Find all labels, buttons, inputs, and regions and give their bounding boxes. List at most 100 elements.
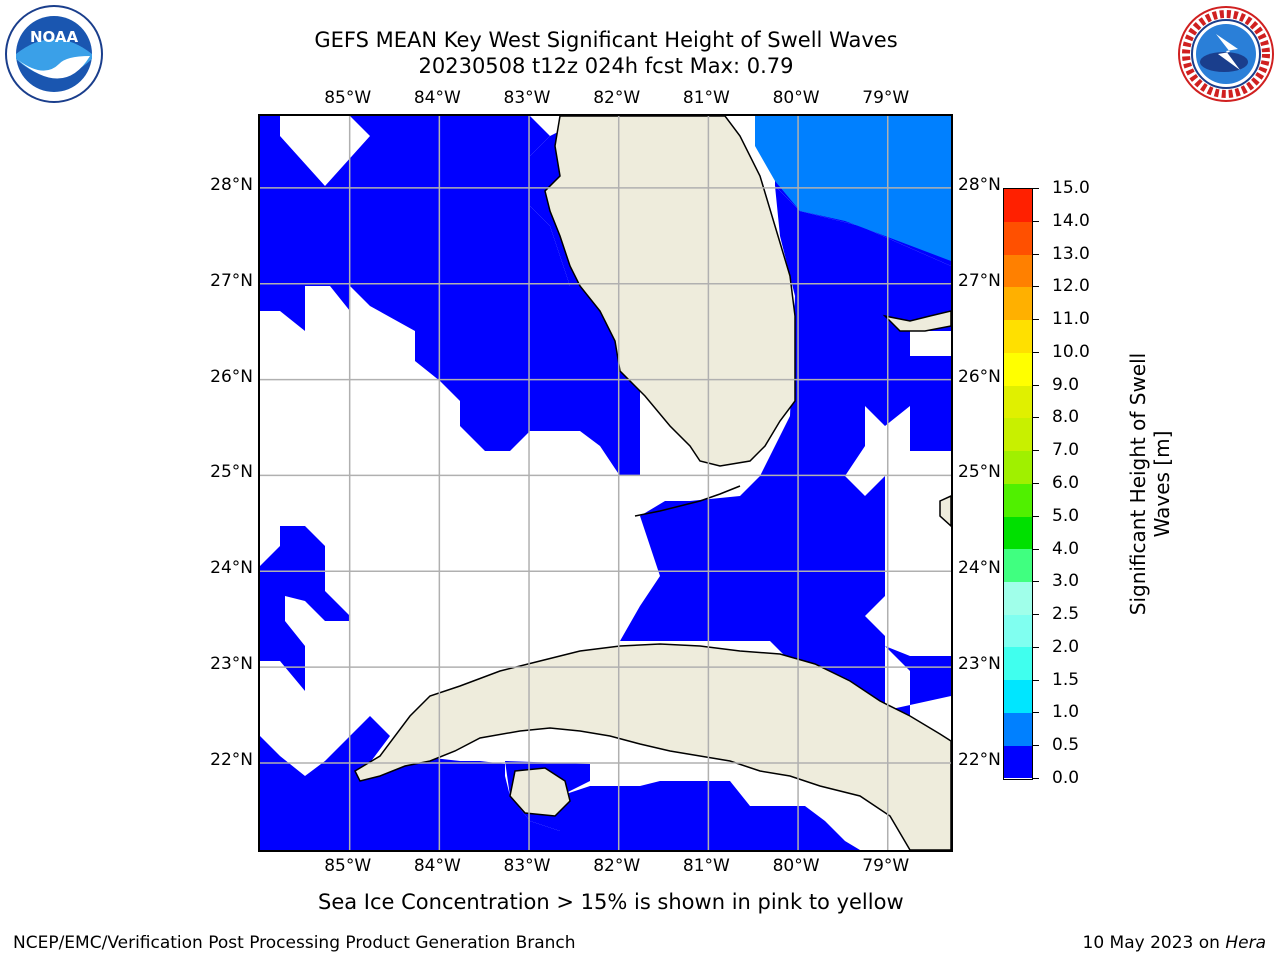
x-tick-label: 84°W: [413, 856, 461, 876]
colorbar-segment: [1004, 221, 1032, 255]
land-isla-juventud: [509, 767, 571, 817]
colorbar-segment: [1004, 516, 1032, 550]
footer-credit: NCEP/EMC/Verification Post Processing Pr…: [13, 933, 576, 953]
map-panel: [258, 114, 953, 852]
colorbar-tick-label: 2.5: [1052, 604, 1080, 625]
colorbar-tick-label: 1.0: [1052, 702, 1080, 723]
colorbar-segment: [1004, 189, 1032, 222]
colorbar-tick-label: 7.0: [1052, 440, 1080, 461]
land-keys: [634, 485, 741, 517]
y-tick-label: 24°N: [210, 558, 253, 579]
colorbar-tick-mark: [1033, 614, 1039, 616]
y-tick-label: 26°N: [210, 366, 253, 387]
colorbar-tick-mark: [1033, 646, 1039, 648]
y-tick-label: 27°N: [958, 270, 1001, 291]
x-tick-label: 83°W: [503, 88, 551, 108]
x-tick-label: 80°W: [772, 88, 820, 108]
graticule: [260, 116, 951, 850]
colorbar-tick-label: 15.0: [1052, 178, 1090, 198]
colorbar-segment: [1004, 483, 1032, 517]
colorbar-segment: [1004, 581, 1032, 615]
colorbar-tick-label: 10.0: [1052, 341, 1090, 362]
swell-region: [620, 186, 951, 726]
x-tick-label: 81°W: [682, 88, 730, 108]
footer-host: Hera: [1225, 933, 1266, 953]
colorbar-tick-mark: [1033, 351, 1039, 353]
x-tick-label: 80°W: [772, 856, 820, 876]
colorbar-tick-label: 14.0: [1052, 210, 1090, 231]
colorbar-segment: [1004, 679, 1032, 713]
colorbar-tick-label: 8.0: [1052, 407, 1080, 428]
colorbar-tick-mark: [1033, 220, 1039, 222]
colorbar-tick-label: 13.0: [1052, 243, 1090, 264]
colorbar-segment: [1004, 614, 1032, 648]
colorbar-segment: [1004, 352, 1032, 386]
x-tick-label: 81°W: [682, 856, 730, 876]
colorbar-tick-label: 11.0: [1052, 309, 1090, 330]
y-tick-label: 24°N: [958, 558, 1001, 579]
land-florida: [544, 116, 796, 467]
y-tick-label: 26°N: [958, 366, 1001, 387]
land-cuba: [354, 643, 951, 850]
colorbar: [1003, 188, 1033, 780]
colorbar-tick-label: 3.0: [1052, 571, 1080, 592]
colorbar-tick-mark: [1033, 384, 1039, 386]
colorbar-segment: [1004, 548, 1032, 582]
colorbar-tick-label: 0.5: [1052, 735, 1080, 756]
y-tick-label: 23°N: [210, 654, 253, 675]
colorbar-segment: [1004, 647, 1032, 681]
colorbar-tick-mark: [1033, 188, 1039, 189]
x-tick-label: 82°W: [593, 88, 641, 108]
x-tick-label: 84°W: [413, 88, 461, 108]
noaa-logo-text: NOAA: [30, 28, 79, 46]
colorbar-tick-mark: [1033, 515, 1039, 517]
colorbar-tick-mark: [1033, 483, 1039, 484]
colorbar-tick-mark: [1033, 548, 1039, 550]
colorbar-tick-label: 9.0: [1052, 374, 1080, 395]
colorbar-tick-label: 5.0: [1052, 505, 1080, 526]
colorbar-tick-mark: [1033, 745, 1039, 747]
x-tick-label: 83°W: [503, 856, 551, 876]
colorbar-tick-label: 4.0: [1052, 538, 1080, 559]
x-tick-label: 82°W: [593, 856, 641, 876]
colorbar-tick-mark: [1033, 417, 1039, 419]
x-tick-label: 79°W: [862, 88, 910, 108]
colorbar-segment: [1004, 287, 1032, 321]
colorbar-label-line1: Significant Height of Swell: [1126, 352, 1150, 616]
colorbar-segment: [1004, 712, 1032, 746]
y-tick-label: 22°N: [210, 749, 253, 770]
colorbar-segment: [1004, 385, 1032, 419]
swell-region: [260, 116, 640, 476]
x-tick-label: 85°W: [324, 856, 372, 876]
colorbar-segment: [1004, 418, 1032, 452]
y-tick-label: 22°N: [958, 749, 1001, 770]
colorbar-segment: [1004, 745, 1032, 779]
y-tick-label: 25°N: [958, 462, 1001, 483]
colorbar-segment: [1004, 450, 1032, 484]
colorbar-tick-label: 12.0: [1052, 276, 1090, 297]
colorbar-label: Significant Height of Swell Waves [m]: [1126, 344, 1174, 624]
y-tick-label: 28°N: [210, 174, 253, 195]
colorbar-tick-label: 0.0: [1052, 768, 1080, 788]
colorbar-tick-mark: [1033, 286, 1039, 288]
nws-logo: [1176, 4, 1276, 104]
colorbar-segment: [1004, 319, 1032, 353]
colorbar-tick-label: 6.0: [1052, 473, 1080, 493]
colorbar-tick-mark: [1033, 319, 1039, 321]
noaa-logo: NOAA: [4, 4, 104, 104]
colorbar-tick-mark: [1033, 450, 1039, 452]
colorbar-label-line2: Waves [m]: [1150, 430, 1174, 538]
map-title: GEFS MEAN Key West Significant Height of…: [314, 28, 898, 52]
colorbar-segment: [1004, 254, 1032, 288]
land-bahamas: [882, 310, 951, 332]
footer-date-text: 10 May 2023 on: [1082, 933, 1226, 953]
colorbar-tick-mark: [1033, 778, 1039, 779]
y-tick-label: 28°N: [958, 174, 1001, 195]
sea-ice-note: Sea Ice Concentration > 15% is shown in …: [318, 890, 904, 914]
x-tick-label: 85°W: [324, 88, 372, 108]
y-tick-label: 23°N: [958, 654, 1001, 675]
map-subtitle: 20230508 t12z 024h fcst Max: 0.79: [418, 54, 794, 78]
map-canvas: [260, 116, 951, 850]
swell-region: [260, 716, 860, 850]
colorbar-tick-mark: [1033, 712, 1039, 714]
